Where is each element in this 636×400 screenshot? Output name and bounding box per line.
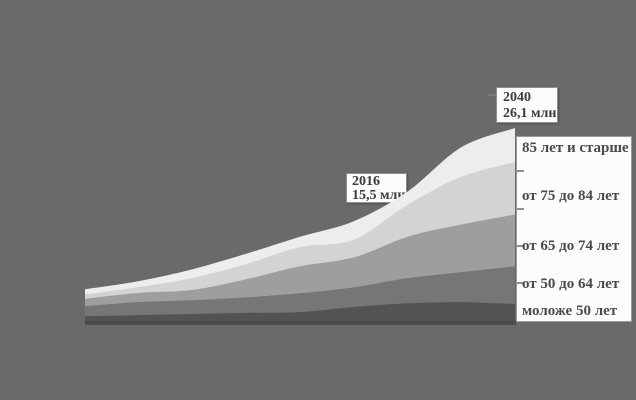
legend-item-50-64: от 50 до 64 лет: [522, 276, 620, 292]
annotation-2040-year: 2040: [503, 90, 531, 105]
annotation-2040-value: 26,1 млн: [503, 106, 557, 121]
legend-box: 85 лет и старше от 75 до 84 лет от 65 до…: [516, 136, 632, 322]
legend-item-under-50: моложе 50 лет: [522, 303, 618, 319]
chart-baseline: [85, 319, 516, 325]
legend-item-65-74: от 65 до 74 лет: [522, 238, 620, 254]
annotation-2016-year: 2016: [352, 174, 380, 189]
legend-item-75-84: от 75 до 84 лет: [522, 188, 620, 204]
legend-tick: [517, 245, 524, 247]
legend-item-85-plus: 85 лет и старше: [522, 140, 629, 156]
legend-tick: [517, 208, 524, 210]
legend-tick: [517, 170, 524, 172]
annotation-2016: 2016 15,5 млн: [346, 173, 407, 203]
legend-tick: [517, 282, 524, 284]
annotation-2040-leader-dash: [488, 94, 496, 96]
annotation-2016-value: 15,5 млн: [352, 188, 406, 203]
annotation-2040: 2040 26,1 млн: [496, 87, 558, 123]
area-band-0: [85, 302, 515, 321]
